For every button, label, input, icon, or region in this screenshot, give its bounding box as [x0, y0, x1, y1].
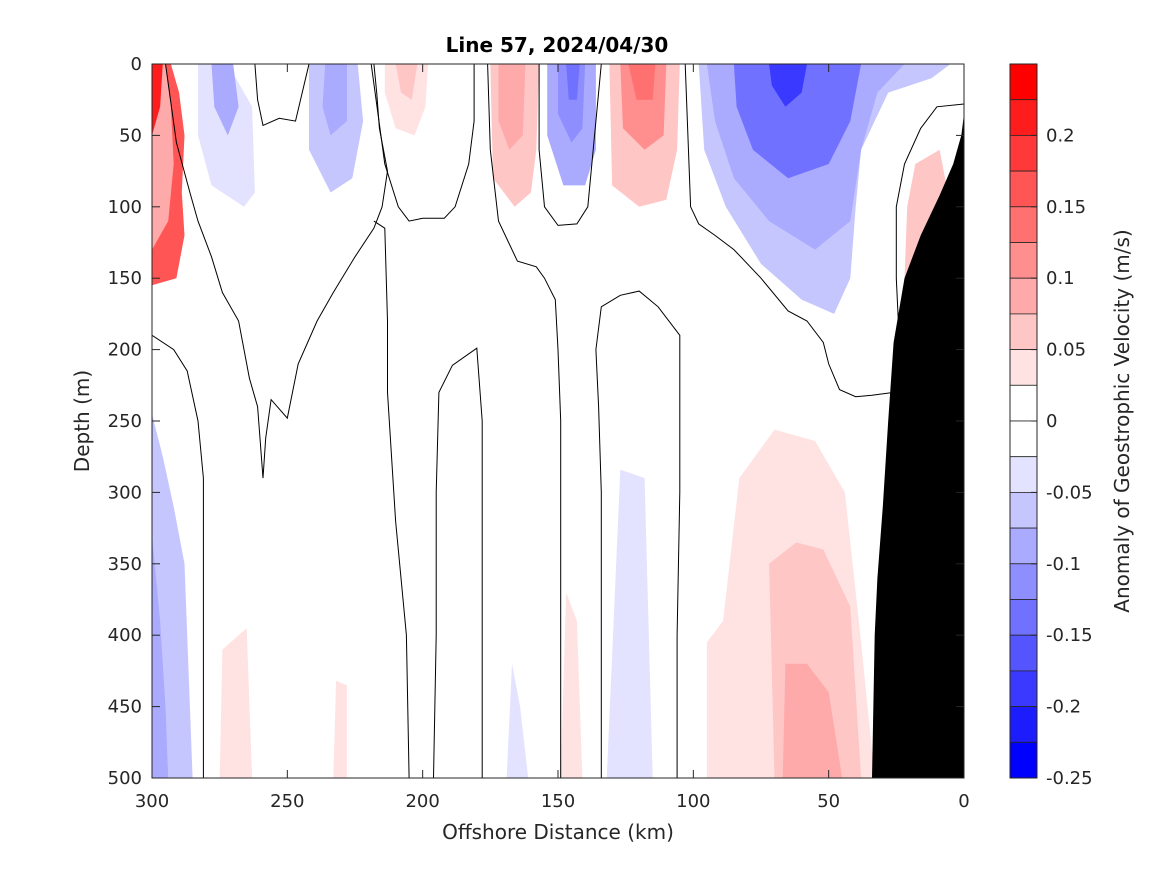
- contour-region-positive-cell-166km-core: [498, 64, 526, 150]
- colorbar-tick-label: 0.15: [1046, 197, 1086, 218]
- x-tick-label: 0: [958, 791, 969, 812]
- y-tick-label: 500: [108, 768, 142, 789]
- contour-region-negative-cell-232km-core: [322, 64, 347, 136]
- colorbar-swatch: [1009, 420, 1038, 458]
- colorbar-swatch: [1009, 599, 1038, 636]
- colorbar-tick-label: 0.2: [1046, 125, 1075, 146]
- zero-contour-line-5: [373, 220, 410, 778]
- colorbar-swatch: [1009, 456, 1038, 493]
- x-tick-label: 250: [270, 791, 304, 812]
- colorbar-tick-label: 0.1: [1046, 268, 1075, 289]
- contour-region-negative-deep-165km: [506, 663, 529, 778]
- colorbar-swatch: [1009, 206, 1038, 243]
- y-tick-label: 250: [108, 411, 142, 432]
- contour-region-surface-jet-offshore-300km-peak: [152, 64, 163, 136]
- contour-region-negative-cell-275km: [198, 64, 255, 207]
- zero-contour-line-9: [595, 290, 681, 778]
- y-tick-label: 350: [108, 554, 142, 575]
- colorbar-tick-label: -0.25: [1046, 768, 1093, 789]
- colorbar-tick-label: -0.05: [1046, 482, 1093, 503]
- colorbar-swatch: [1009, 170, 1038, 208]
- contour-region-negative-cell-275km-core: [211, 64, 239, 136]
- colorbar-swatch: [1009, 384, 1038, 422]
- colorbar-swatch: [1009, 527, 1038, 565]
- chart-title: Line 57, 2024/04/30: [446, 33, 669, 57]
- zero-contour-line-7: [487, 64, 562, 778]
- colorbar-swatch: [1009, 634, 1038, 672]
- land-mask-group: [872, 114, 964, 778]
- contour-region-positive-cell-205km: [384, 64, 429, 136]
- colorbar-tick-label: -0.15: [1046, 625, 1093, 646]
- x-tick-label: 150: [541, 791, 575, 812]
- colorbar-swatch: [1009, 491, 1038, 529]
- colorbar-tick-label: 0.05: [1046, 340, 1086, 361]
- colorbar-swatch: [1009, 242, 1038, 279]
- zero-contour-line-4: [370, 64, 475, 222]
- contour-region-positive-cell-118km-mid: [620, 64, 667, 150]
- colorbar-swatch: [1009, 670, 1038, 708]
- y-tick-label: 400: [108, 625, 142, 646]
- contour-region-positive-deep-270km: [219, 628, 253, 778]
- colorbar-swatch: [1009, 349, 1038, 386]
- y-axis: 0 50 100 150 200 250 300 350 400 450 500: [108, 54, 964, 789]
- colorbar-swatch: [1009, 313, 1038, 350]
- colorbar-swatch: [1009, 706, 1038, 743]
- zero-contour-lines: [152, 64, 964, 778]
- contour-region-positive-deep-nearshore-core: [782, 663, 843, 778]
- x-tick-label: 100: [676, 791, 710, 812]
- contour-region-negative-cell-145km-core: [566, 64, 580, 100]
- colorbar-tick-label: -0.2: [1046, 697, 1081, 718]
- contour-region-positive-cell-coast-shelf: [904, 149, 948, 279]
- y-tick-label: 100: [108, 197, 142, 218]
- y-tick-label: 300: [108, 482, 142, 503]
- contour-region-positive-deep-230km: [333, 680, 347, 778]
- zero-contour-line-8: [538, 64, 602, 226]
- x-tick-label: 200: [405, 791, 439, 812]
- colorbar: 0.2 0.15 0.1 0.05 0 -0.05 -0.1 -0.15 -0.2 -0.25: [1009, 63, 1093, 789]
- colorbar-tick-label: 0: [1046, 411, 1057, 432]
- colorbar-swatch: [1009, 99, 1038, 136]
- colorbar-swatch: [1009, 134, 1038, 172]
- colorbar-tick-label: -0.1: [1046, 554, 1081, 575]
- y-tick-label: 450: [108, 697, 142, 718]
- colorbar-label: Anomaly of Geostrophic Velocity (m/s): [1110, 229, 1134, 612]
- contour-region-negative-deep-125km: [606, 469, 653, 778]
- x-axis: 300 250 200 150 100 50 0: [135, 64, 970, 812]
- y-tick-label: 150: [108, 268, 142, 289]
- contour-region-negative-jet-nearshore-inner: [733, 64, 862, 179]
- zero-contour-line-10: [684, 64, 964, 398]
- contour-region-negative-jet-nearshore-core: [769, 64, 807, 107]
- zero-contour-line-2: [254, 64, 310, 127]
- contour-region-positive-cell-205km-core: [395, 64, 418, 100]
- y-tick-label: 50: [119, 125, 142, 146]
- colorbar-swatch: [1009, 63, 1038, 101]
- contour-region-positive-deep-145km: [560, 592, 583, 778]
- zero-contour-line-3: [165, 64, 389, 479]
- contour-fills: [152, 64, 951, 778]
- x-axis-label: Offshore Distance (km): [442, 820, 674, 844]
- y-axis-label: Depth (m): [70, 370, 94, 472]
- x-tick-label: 300: [135, 791, 169, 812]
- y-tick-label: 200: [108, 340, 142, 361]
- colorbar-swatch: [1009, 741, 1038, 779]
- contour-region-negative-cell-145km-mid: [558, 64, 586, 143]
- x-tick-label: 50: [817, 791, 840, 812]
- colorbar-swatch: [1009, 563, 1038, 600]
- zero-contour-line-1: [152, 334, 204, 778]
- contour-region-negative-deep-west-edge-core: [152, 535, 169, 778]
- plot-area: [151, 63, 965, 779]
- y-tick-label: 0: [131, 54, 142, 75]
- contour-region-positive-cell-118km-core: [628, 64, 656, 100]
- land-mask: [872, 114, 964, 778]
- colorbar-swatch: [1009, 277, 1038, 315]
- zero-contour-line-6: [433, 347, 483, 778]
